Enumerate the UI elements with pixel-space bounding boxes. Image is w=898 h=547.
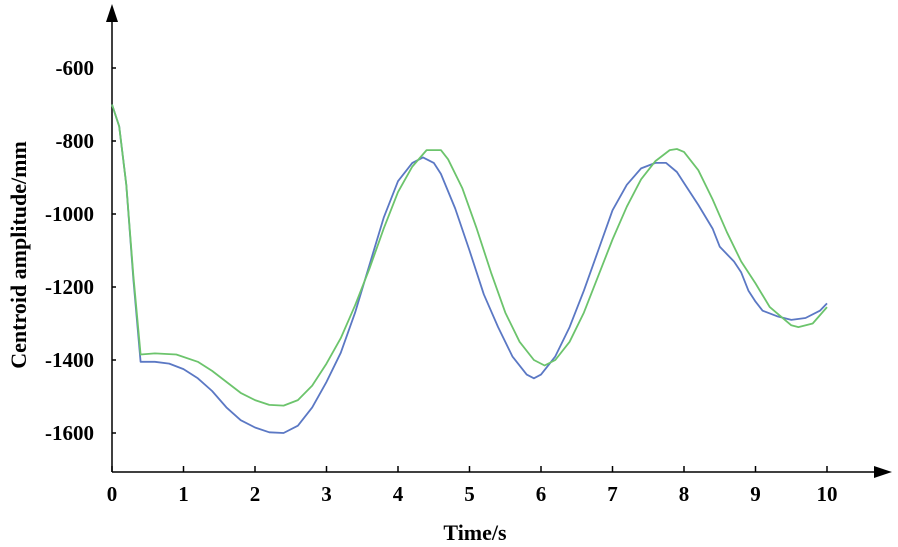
y-tick-label: -1000 bbox=[45, 202, 94, 226]
x-tick-label: 5 bbox=[464, 482, 475, 506]
x-tick-label: 0 bbox=[107, 482, 118, 506]
y-tick-label: -1600 bbox=[45, 421, 94, 445]
x-tick-label: 3 bbox=[321, 482, 332, 506]
y-tick-label: -600 bbox=[56, 56, 95, 80]
x-axis-title: Time/s bbox=[443, 520, 507, 545]
y-tick-label: -1400 bbox=[45, 348, 94, 372]
y-axis-arrow bbox=[106, 4, 118, 22]
axes bbox=[106, 4, 892, 478]
y-tick-label: -1200 bbox=[45, 275, 94, 299]
series-line-green bbox=[111, 104, 828, 407]
x-tick-label: 9 bbox=[750, 482, 761, 506]
tick-marks bbox=[111, 67, 828, 472]
y-axis-title: Centroid amplitude/mm bbox=[6, 141, 31, 369]
x-tick-label: 6 bbox=[536, 482, 547, 506]
series-line-blue bbox=[111, 104, 828, 434]
x-tick-label: 1 bbox=[178, 482, 189, 506]
x-tick-label: 8 bbox=[679, 482, 690, 506]
y-tick-label: -800 bbox=[56, 129, 95, 153]
x-tick-label: 2 bbox=[250, 482, 261, 506]
tick-labels: 0 1 2 3 4 5 6 7 8 9 10 -1600 -1400 -1200 -1000 -800 -600 bbox=[45, 56, 838, 506]
x-tick-label: 4 bbox=[393, 482, 404, 506]
series-layer bbox=[111, 104, 828, 434]
x-tick-label: 10 bbox=[817, 482, 838, 506]
x-axis-arrow bbox=[874, 466, 892, 478]
x-tick-label: 7 bbox=[607, 482, 618, 506]
